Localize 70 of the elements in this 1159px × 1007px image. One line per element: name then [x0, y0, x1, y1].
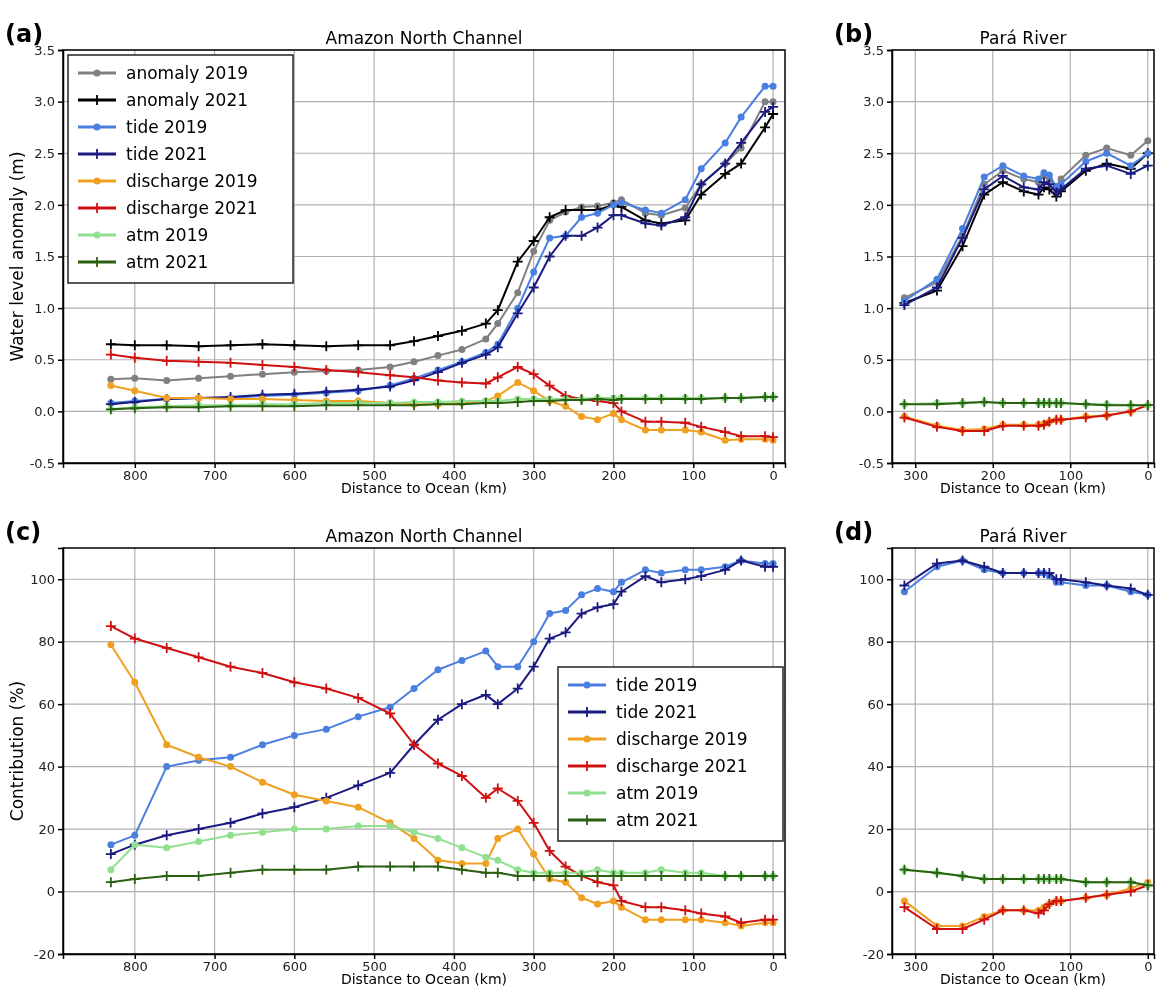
y-tick-label: 80 — [38, 634, 55, 650]
x-tick-label: 100 — [681, 959, 707, 975]
y-tick-label: 0 — [46, 884, 55, 900]
y-tick-label: 3.0 — [34, 94, 55, 110]
legend-label: tide 2021 — [126, 144, 208, 164]
x-tick-label: 0 — [1144, 959, 1153, 975]
y-tick-label: 2.0 — [863, 197, 884, 213]
y-tick-label: 2.0 — [34, 197, 55, 213]
x-tick-label: 800 — [122, 959, 148, 975]
y-tick-label: 100 — [859, 571, 884, 587]
x-tick-label: 0 — [769, 959, 778, 975]
y-tick-label: 40 — [38, 759, 55, 775]
y-tick-label: 60 — [867, 696, 884, 712]
x-tick-label: 100 — [681, 468, 707, 484]
y-tick-label: 2.5 — [863, 145, 884, 161]
x-tick-label: 200 — [601, 468, 627, 484]
y-tick-label: 100 — [30, 571, 55, 587]
x-tick-label: 700 — [202, 468, 228, 484]
legend-label: atm 2019 — [126, 225, 209, 245]
y-tick-label: 1.5 — [863, 249, 884, 265]
text: (d) — [834, 518, 874, 546]
legend-label: atm 2021 — [126, 252, 209, 272]
x-tick-label: 0 — [1144, 468, 1153, 484]
y-tick-label: 0 — [875, 884, 884, 900]
x-tick-label: 0 — [769, 468, 778, 484]
x-tick-label: 300 — [903, 959, 929, 975]
legend-label: atm 2019 — [616, 783, 699, 803]
legend-label: tide 2021 — [616, 702, 698, 722]
x-tick-label: 300 — [903, 468, 929, 484]
x-tick-label: 800 — [122, 468, 148, 484]
y-tick-label: -0.5 — [29, 455, 55, 471]
y-tick-label: 1.0 — [34, 300, 55, 316]
y-tick-label: 20 — [38, 821, 55, 837]
chart-title: Amazon North Channel — [325, 28, 523, 48]
x-tick-label: 600 — [282, 959, 308, 975]
y-tick-label: 40 — [867, 759, 884, 775]
text: (c) — [5, 518, 42, 546]
y-tick-label: 80 — [867, 634, 884, 650]
legend-label: discharge 2021 — [616, 756, 748, 776]
y-tick-label: 0.0 — [34, 404, 55, 420]
x-tick-label: 200 — [601, 959, 627, 975]
x-tick-label: 600 — [282, 468, 308, 484]
y-tick-label: -0.5 — [858, 455, 884, 471]
y-tick-label: 60 — [38, 696, 55, 712]
legend-label: anomaly 2021 — [126, 90, 249, 110]
legend-label: tide 2019 — [126, 117, 208, 137]
x-tick-label: 700 — [202, 959, 228, 975]
y-tick-label: -20 — [33, 946, 55, 962]
chart-title: Amazon North Channel — [325, 526, 523, 546]
y-tick-label: 0.5 — [863, 352, 884, 368]
legend-label: discharge 2019 — [126, 171, 258, 191]
chart-title: Pará River — [979, 526, 1067, 546]
y-tick-label: 0.5 — [34, 352, 55, 368]
y-tick-label: 1.5 — [34, 249, 55, 265]
legend-label: anomaly 2019 — [126, 63, 249, 83]
y-tick-label: 3.0 — [863, 94, 884, 110]
legend-label: discharge 2019 — [616, 729, 748, 749]
y-tick-label: 2.5 — [34, 145, 55, 161]
legend-label: tide 2019 — [616, 675, 698, 695]
legend-label: discharge 2021 — [126, 198, 258, 218]
legend-label: atm 2021 — [616, 810, 699, 830]
y-tick-label: 1.0 — [863, 300, 884, 316]
x-tick-label: 300 — [521, 468, 547, 484]
chart-title: Pará River — [979, 28, 1067, 48]
y-tick-label: 20 — [867, 821, 884, 837]
y-tick-label: 0.0 — [863, 404, 884, 420]
x-tick-label: 300 — [521, 959, 547, 975]
y-tick-label: -20 — [862, 946, 884, 962]
y-axis-title: Water level anomaly (m) — [7, 151, 27, 362]
y-axis-title: Contribution (%) — [7, 680, 27, 822]
